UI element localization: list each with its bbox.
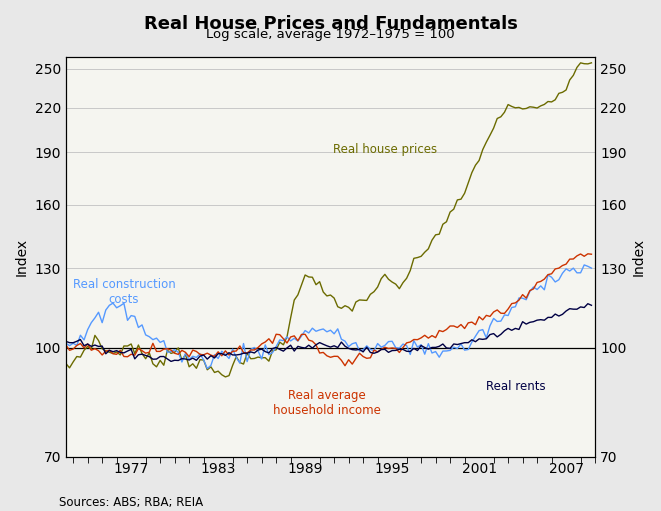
Text: Real construction
costs: Real construction costs [73, 278, 175, 307]
Text: Real rents: Real rents [486, 381, 545, 393]
Title: Real House Prices and Fundamentals: Real House Prices and Fundamentals [143, 15, 518, 33]
Text: Sources: ABS; RBA; REIA: Sources: ABS; RBA; REIA [59, 496, 204, 509]
Y-axis label: Index: Index [632, 238, 646, 276]
Text: Real house prices: Real house prices [332, 143, 437, 156]
Y-axis label: Index: Index [15, 238, 29, 276]
Text: Real average
household income: Real average household income [273, 389, 381, 417]
Text: Log scale, average 1972–1975 = 100: Log scale, average 1972–1975 = 100 [206, 28, 455, 41]
